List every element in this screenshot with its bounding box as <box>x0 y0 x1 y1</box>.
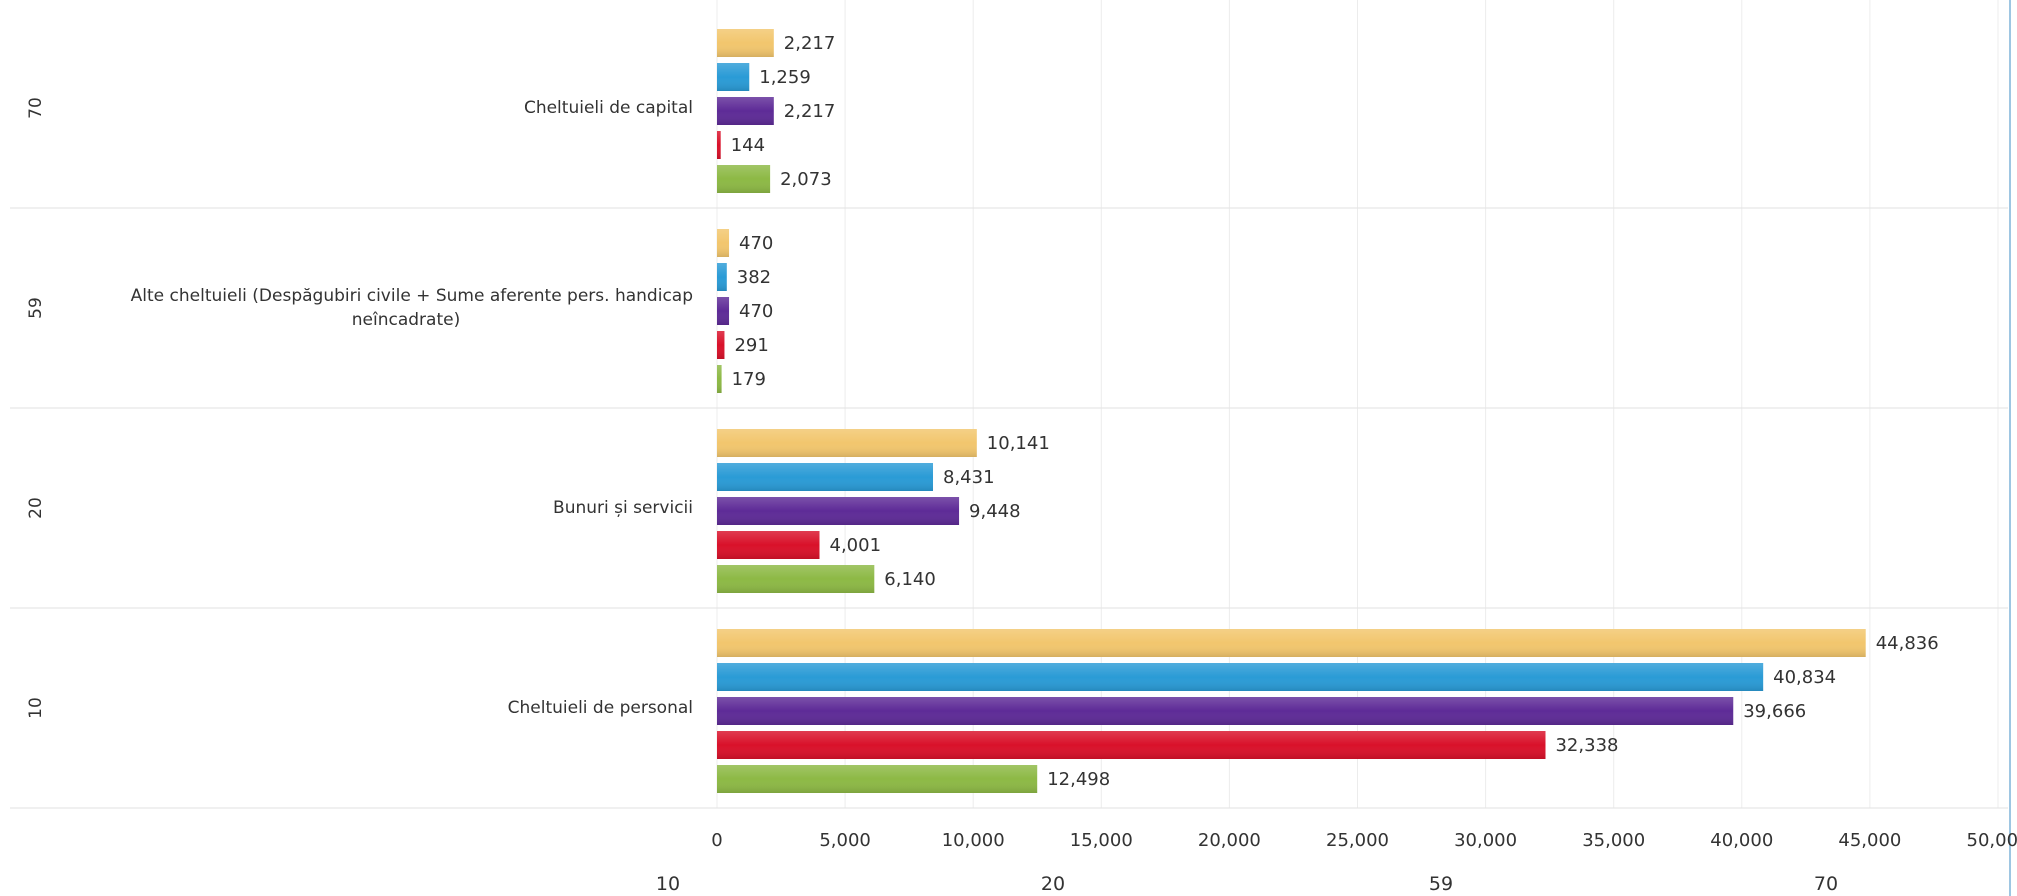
category-label: Cheltuieli de capital <box>524 98 693 118</box>
bottom-category-label: 10 <box>656 873 680 895</box>
bottom-category-label: 59 <box>1429 873 1453 895</box>
x-tick-label: 30,000 <box>1454 830 1517 851</box>
group-code-label: 20 <box>26 497 46 519</box>
bar-value-label: 2,217 <box>784 101 836 122</box>
bar-shade <box>717 165 771 193</box>
bottom-category-label: 70 <box>1814 873 1838 895</box>
group-code-label: 59 <box>26 297 46 319</box>
group-code-label: 10 <box>26 697 46 719</box>
x-tick-label: 20,000 <box>1198 830 1261 851</box>
bar-value-label: 39,666 <box>1743 701 1806 722</box>
bar-shade <box>717 63 750 91</box>
bar-value-label: 40,834 <box>1773 667 1836 688</box>
x-tick-label: 25,000 <box>1326 830 1389 851</box>
x-tick-label: 40,000 <box>1710 830 1773 851</box>
category-label: neîncadrate) <box>352 310 460 330</box>
bar-value-label: 9,448 <box>969 501 1021 522</box>
bar-value-label: 4,001 <box>830 535 882 556</box>
bar-value-label: 291 <box>734 335 768 356</box>
bar-value-label: 44,836 <box>1876 633 1939 654</box>
x-tick-label: 0 <box>711 830 722 851</box>
bar-shade <box>717 29 774 57</box>
x-tick-label: 50,000 <box>1967 830 2017 851</box>
bar-value-label: 2,217 <box>784 33 836 54</box>
bar-shade <box>717 629 1866 657</box>
category-label: Bunuri și servicii <box>553 498 693 518</box>
bar-value-label: 382 <box>737 267 771 288</box>
bar-shade <box>717 765 1038 793</box>
bar-shade <box>717 131 721 159</box>
bar-shade <box>717 663 1764 691</box>
bar-shade <box>717 463 934 491</box>
bar-value-label: 470 <box>739 301 773 322</box>
x-tick-label: 45,000 <box>1838 830 1901 851</box>
bar-shade <box>717 263 727 291</box>
grid-layer <box>716 0 2011 896</box>
x-tick-label: 10,000 <box>942 830 1005 851</box>
bar-shade <box>717 97 774 125</box>
x-tick-label: 35,000 <box>1582 830 1645 851</box>
group-separators <box>10 207 2008 809</box>
bar-value-label: 470 <box>739 233 773 254</box>
x-tick-label: 15,000 <box>1070 830 1133 851</box>
bar-shade <box>717 365 722 393</box>
bars <box>717 29 1866 793</box>
bar-shade <box>717 497 960 525</box>
bar-shade <box>717 531 820 559</box>
bottom-category-label: 20 <box>1041 873 1065 895</box>
group-code-label: 70 <box>26 97 46 119</box>
bar-value-label: 6,140 <box>884 569 936 590</box>
bar-value-label: 144 <box>731 135 765 156</box>
bar-shade <box>717 297 730 325</box>
bar-value-label: 12,498 <box>1047 769 1110 790</box>
bar-value-label: 32,338 <box>1555 735 1618 756</box>
category-label: Alte cheltuieli (Despăgubiri civile + Su… <box>131 286 693 306</box>
category-label: Cheltuieli de personal <box>508 698 693 718</box>
x-tick-label: 5,000 <box>819 830 871 851</box>
bar-shade <box>717 331 725 359</box>
bar-shade <box>717 731 1546 759</box>
bar-shade <box>717 229 730 257</box>
bar-value-label: 1,259 <box>759 67 811 88</box>
bar-value-label: 2,073 <box>780 169 832 190</box>
bar-shade <box>717 429 977 457</box>
bar-shade <box>717 697 1734 725</box>
bar-value-label: 8,431 <box>943 467 995 488</box>
labels: 0 5,000 10,000 15,000 20,000 25,000 30,000 35,0… <box>26 33 2017 895</box>
bar-value-label: 10,141 <box>987 433 1050 454</box>
bar-value-label: 179 <box>732 369 766 390</box>
bar-shade <box>717 565 875 593</box>
